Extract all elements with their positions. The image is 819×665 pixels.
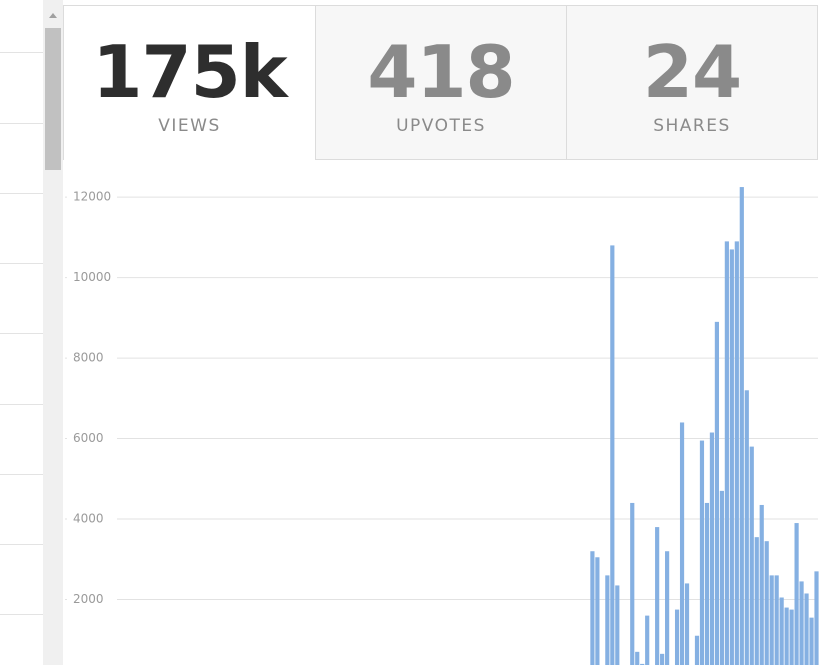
y-tick-label: 10000 xyxy=(73,270,111,284)
y-tick-label: 4000 xyxy=(73,512,104,526)
bar xyxy=(694,635,700,665)
bar xyxy=(595,557,600,665)
stat-tab[interactable]: 24 SHARES xyxy=(566,5,818,160)
bar xyxy=(789,609,794,665)
list-row[interactable] xyxy=(0,193,43,194)
bar xyxy=(779,597,784,665)
bar xyxy=(764,541,769,665)
list-row[interactable] xyxy=(0,263,43,264)
bar xyxy=(744,390,749,665)
stat-tab[interactable]: 418 UPVOTES xyxy=(315,5,567,160)
stat-label: UPVOTES xyxy=(396,116,486,136)
tick-label-bg xyxy=(67,511,117,528)
scroll-up[interactable] xyxy=(49,13,57,18)
list-row[interactable] xyxy=(0,614,43,615)
list-row[interactable] xyxy=(0,123,43,124)
tick-label-bg xyxy=(67,591,117,608)
bar xyxy=(655,527,660,665)
bar xyxy=(610,245,615,665)
bar xyxy=(640,663,645,665)
bar xyxy=(719,490,724,665)
list-row[interactable] xyxy=(0,544,43,545)
bar xyxy=(704,502,710,665)
bar xyxy=(605,575,610,665)
bar xyxy=(709,432,715,665)
bar xyxy=(635,651,640,665)
bar xyxy=(645,615,650,665)
stat-tab[interactable]: 175k VIEWS xyxy=(63,5,316,160)
tick-label-bg xyxy=(67,189,117,206)
bar xyxy=(699,440,705,665)
bar xyxy=(804,593,809,665)
bar xyxy=(724,241,729,665)
bar xyxy=(714,321,719,665)
y-tick-label: 8000 xyxy=(73,351,104,365)
scroll-thumb[interactable] xyxy=(45,28,61,170)
bar xyxy=(814,571,819,665)
list-row[interactable] xyxy=(0,333,43,334)
bar xyxy=(794,523,799,665)
bar xyxy=(809,617,814,665)
bar xyxy=(754,537,759,665)
tick-label-bg xyxy=(67,350,117,367)
bar xyxy=(729,249,734,665)
bar xyxy=(784,607,789,665)
stat-value: 24 xyxy=(642,30,742,114)
side-list xyxy=(0,0,43,665)
bar xyxy=(799,581,804,665)
list-row[interactable] xyxy=(0,404,43,405)
stat-label: VIEWS xyxy=(158,116,221,136)
list-row[interactable] xyxy=(0,474,43,475)
bar xyxy=(759,504,764,665)
tick-label-bg xyxy=(67,430,117,447)
bar xyxy=(769,575,774,665)
list-row[interactable] xyxy=(0,52,43,53)
bar xyxy=(739,187,744,665)
bar xyxy=(679,422,685,665)
tick-label-bg xyxy=(67,269,117,286)
bar xyxy=(590,551,595,665)
bar xyxy=(684,583,690,665)
bar xyxy=(749,446,754,665)
bar xyxy=(674,609,680,665)
y-tick-label: 12000 xyxy=(73,190,111,204)
y-tick-label: 6000 xyxy=(73,431,104,445)
bar xyxy=(660,653,665,665)
bar xyxy=(734,241,739,665)
bar xyxy=(665,551,670,665)
bar xyxy=(615,585,620,665)
bar xyxy=(630,502,635,665)
stat-label: SHARES xyxy=(653,116,731,136)
stat-value: 418 xyxy=(367,30,515,114)
stat-value: 175k xyxy=(92,30,287,114)
bar xyxy=(774,575,779,665)
y-tick-label: 2000 xyxy=(73,592,104,606)
